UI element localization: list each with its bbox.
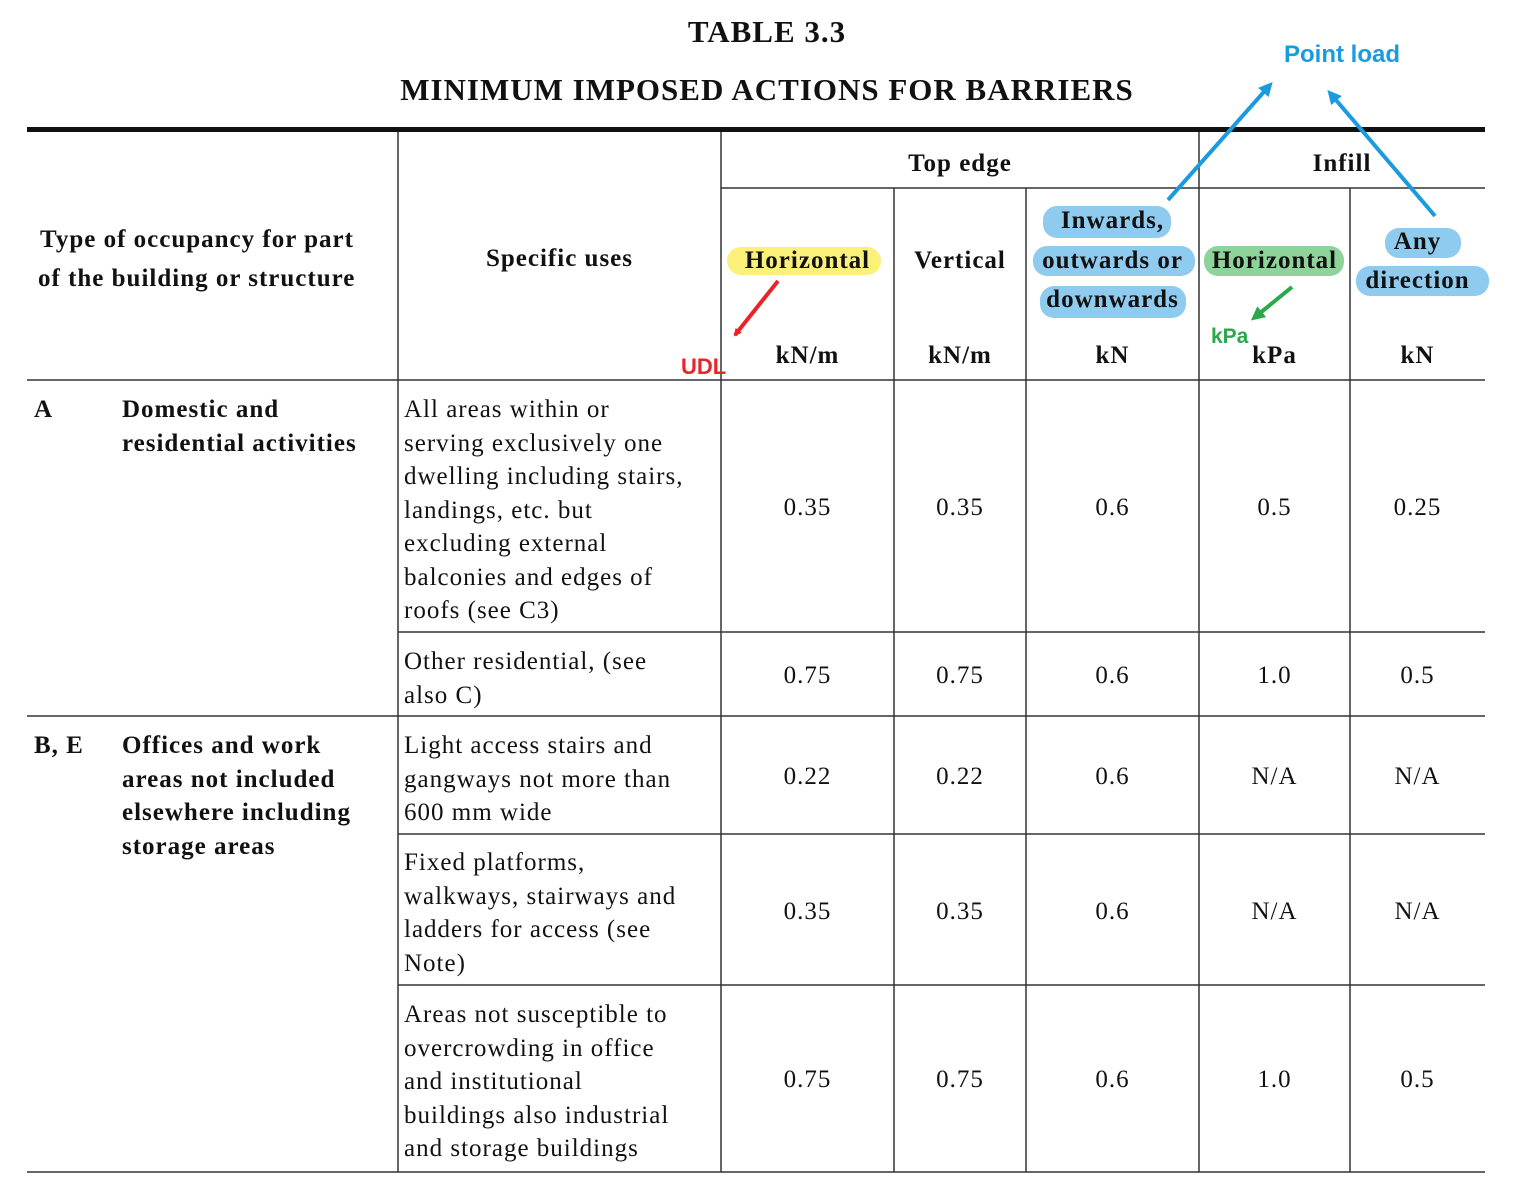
unit-label: kN/m xyxy=(775,342,840,369)
highlight-blue xyxy=(1356,266,1489,296)
unit-label: kN xyxy=(1400,342,1435,369)
unit-label: kPa xyxy=(1252,342,1297,369)
value-cell: 0.35 xyxy=(783,494,832,521)
header-col-inwards: Inwards, xyxy=(1060,207,1165,234)
value-cell: 0.75 xyxy=(936,662,984,689)
value-cell: 0.35 xyxy=(936,898,984,925)
header-col-infill-horizontal: Horizontal xyxy=(1211,247,1338,274)
header-specific-uses: Specific uses xyxy=(485,245,634,272)
value-cell: 0.5 xyxy=(1400,662,1435,689)
annotation-udl: UDL xyxy=(681,354,727,379)
highlight-blue xyxy=(1385,228,1461,258)
value-cell: 0.75 xyxy=(783,1066,832,1093)
highlight-blue xyxy=(1033,246,1195,276)
value-cell: 0.6 xyxy=(1095,763,1130,790)
table-number: TABLE 3.3 xyxy=(687,14,847,49)
value-cell: N/A xyxy=(1394,763,1441,790)
annotation-kpa: kPa xyxy=(1211,325,1249,348)
value-cell: 0.5 xyxy=(1400,1066,1435,1093)
value-cell: 0.22 xyxy=(936,763,984,790)
value-cell: 0.35 xyxy=(783,898,832,925)
header-col-horizontal: Horizontal xyxy=(744,247,871,274)
group-name: Domestic and residential activities xyxy=(122,396,357,457)
highlight-blue xyxy=(1040,286,1186,318)
point-load-arrow-right xyxy=(1327,89,1437,218)
udl-arrow xyxy=(733,279,780,337)
top-rule xyxy=(27,127,1485,132)
value-cell: 0.22 xyxy=(783,763,832,790)
highlight-green xyxy=(1204,246,1344,276)
specific-use-cell: Other residential, (see also C) xyxy=(404,648,648,709)
header-occupancy: of the building or structure xyxy=(38,265,356,292)
annotation-point-load: Point load xyxy=(1284,41,1400,68)
value-cell: 0.75 xyxy=(783,662,832,689)
value-cell: 1.0 xyxy=(1257,1066,1292,1093)
specific-use-cell: Light access stairs and gangways not more… xyxy=(404,732,672,826)
header-col-vertical: Vertical xyxy=(914,247,1006,274)
header-col-any-direction: Any xyxy=(1393,228,1442,255)
value-cell: N/A xyxy=(1394,898,1441,925)
header-col-any-direction: direction xyxy=(1365,267,1470,294)
highlight-blue xyxy=(1043,206,1171,238)
value-cell: 1.0 xyxy=(1257,662,1292,689)
value-cell: 0.75 xyxy=(936,1066,984,1093)
specific-use-cell: Areas not susceptible to overcrowding in … xyxy=(404,1001,670,1162)
header-col-inwards: downwards xyxy=(1046,286,1179,313)
kpa-arrow xyxy=(1250,285,1294,321)
point-load-arrow-left xyxy=(1166,82,1273,202)
value-cell: N/A xyxy=(1251,763,1298,790)
value-cell: 0.5 xyxy=(1257,494,1292,521)
value-cell: 0.25 xyxy=(1393,494,1442,521)
group-code: B, E xyxy=(34,732,84,759)
value-cell: N/A xyxy=(1251,898,1298,925)
group-code: A xyxy=(34,396,54,423)
table-title: MINIMUM IMPOSED ACTIONS FOR BARRIERS xyxy=(400,72,1134,107)
header-col-inwards: outwards or xyxy=(1042,247,1183,274)
value-cell: 0.35 xyxy=(936,494,984,521)
specific-use-cell: All areas within or serving exclusively o… xyxy=(404,396,684,624)
value-cell: 0.6 xyxy=(1095,662,1130,689)
unit-label: kN xyxy=(1095,342,1130,369)
header-group-infill: Infill xyxy=(1312,150,1372,177)
group-name: Offices and work areas not included else… xyxy=(122,732,351,860)
value-cell: 0.6 xyxy=(1095,898,1130,925)
highlight-yellow xyxy=(727,247,881,275)
header-occupancy: Type of occupancy for part xyxy=(40,226,354,253)
value-cell: 0.6 xyxy=(1095,1066,1130,1093)
unit-label: kN/m xyxy=(928,342,992,369)
value-cell: 0.6 xyxy=(1095,494,1130,521)
specific-use-cell: Fixed platforms, walkways, stairways and l… xyxy=(404,849,677,977)
header-group-top-edge: Top edge xyxy=(908,150,1012,177)
